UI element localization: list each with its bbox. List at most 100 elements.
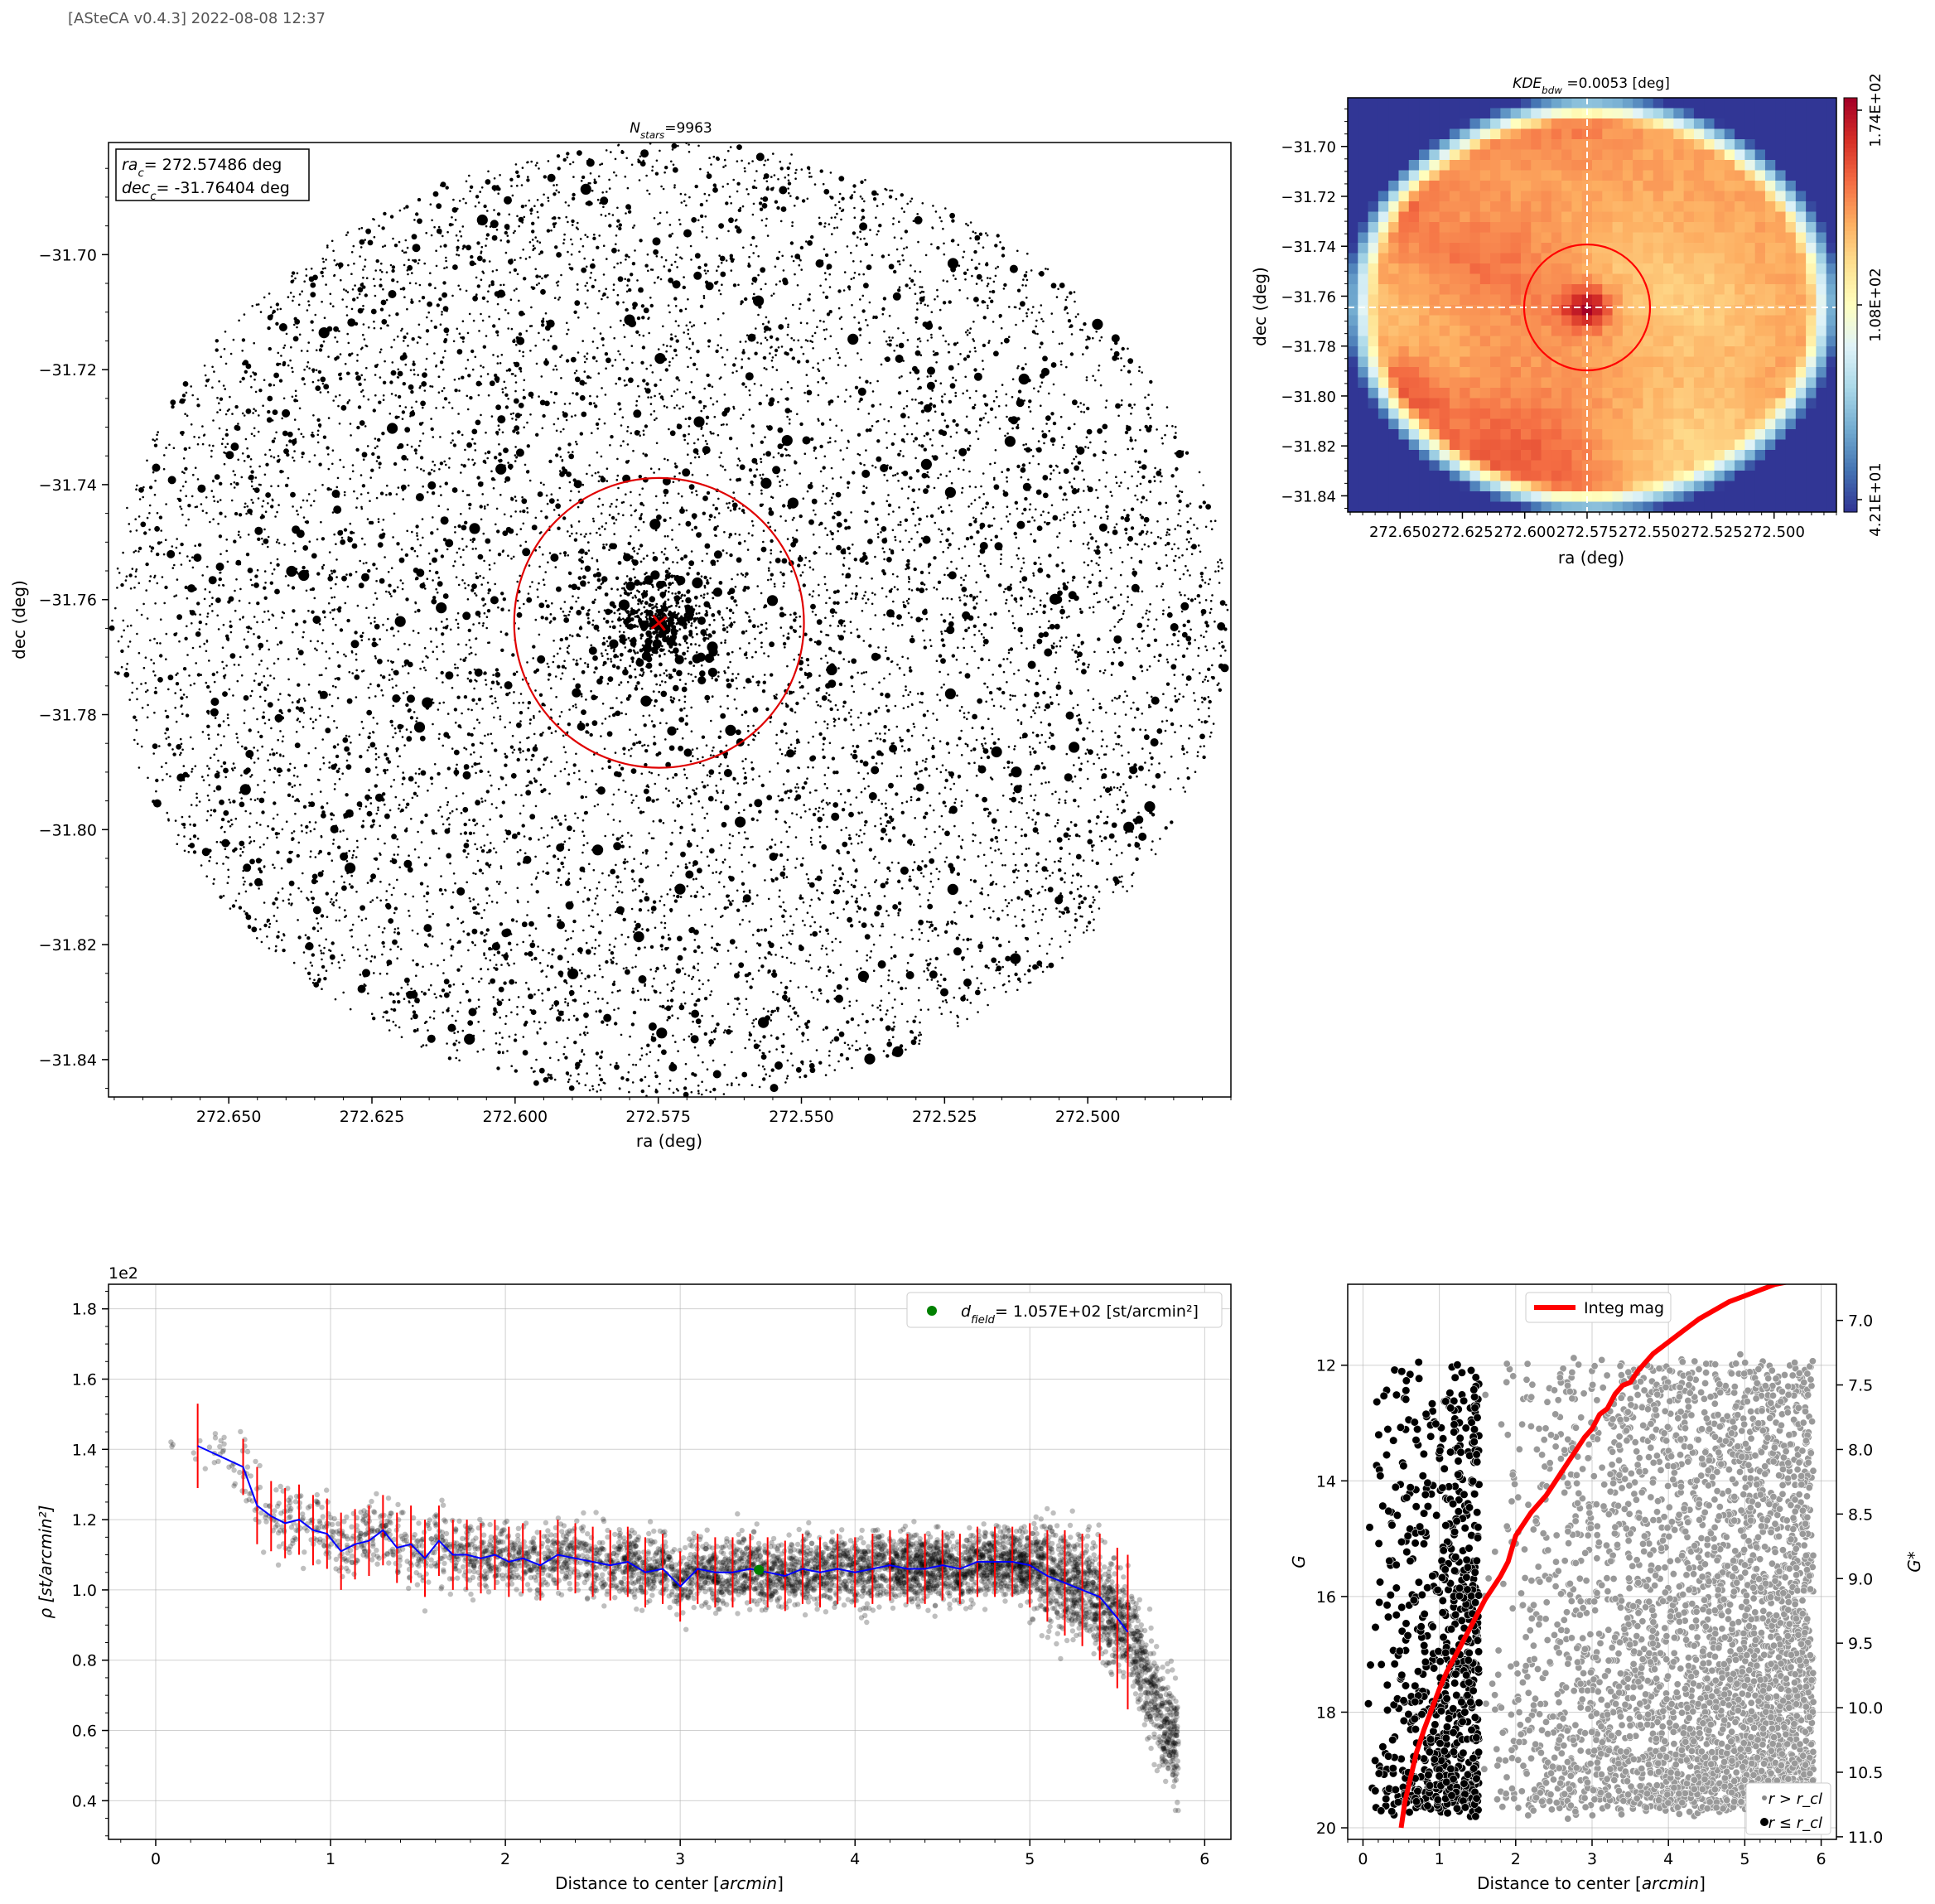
star-point [358,733,361,736]
star-point [1056,822,1059,824]
star-point [1055,693,1059,696]
star-point [973,372,982,381]
star-point [266,935,268,938]
star-point [476,718,479,721]
star-point [301,377,305,381]
star-point [1088,749,1093,755]
star-point [929,375,932,378]
star-point [239,801,245,808]
star-point [897,480,900,482]
star-point [458,200,461,202]
star-point [637,806,640,809]
star-point [499,922,504,926]
star-point [416,555,419,558]
star-point [1021,512,1024,515]
star-point [591,909,594,912]
star-point [851,895,853,898]
star-point [553,391,558,396]
star-point [232,769,234,771]
star-point [987,307,989,310]
star-point [900,986,904,991]
star-point [1040,733,1044,737]
star-point [885,789,888,792]
star-point [769,352,771,355]
star-point [435,629,438,631]
star-point [876,439,881,443]
star-point [965,222,968,225]
star-point [923,639,926,642]
star-point [146,516,149,519]
star-point [974,518,977,520]
star-point [888,673,891,675]
star-point [1170,820,1174,824]
star-point [829,1041,832,1044]
star-point [1090,536,1094,540]
star-point [581,709,586,715]
star-point [577,1082,581,1085]
star-point [645,382,649,386]
star-point [1013,597,1018,602]
star-point [553,1000,560,1006]
star-point [821,695,828,701]
star-point [338,906,341,909]
star-point [882,1050,885,1052]
star-point [875,732,877,735]
star-point [671,357,674,360]
star-point [1129,383,1132,386]
star-point [1194,597,1197,601]
star-point [638,516,643,520]
star-point [817,394,820,397]
star-point [397,394,402,399]
star-point [753,179,756,182]
star-point [748,389,750,392]
star-point [918,919,924,925]
star-point [407,273,409,276]
star-point [344,909,346,911]
star-point [944,207,947,210]
star-point [644,749,649,753]
star-point [660,185,663,188]
star-point [490,978,496,984]
star-point [679,256,682,259]
star-point [461,336,466,341]
star-point [373,326,376,330]
star-point [647,785,650,789]
star-point [456,674,459,677]
star-point [779,571,782,574]
star-point [918,987,920,989]
star-point [393,462,398,466]
star-point [1146,669,1149,671]
star-point [825,801,828,805]
star-point [408,1000,411,1003]
star-point [949,435,953,438]
star-point [753,1043,760,1050]
star-point [975,775,978,777]
star-point [938,528,940,531]
star-point [1011,566,1013,568]
star-point [859,723,862,727]
star-point [422,660,424,663]
star-point [495,880,499,883]
star-point [1164,433,1166,437]
star-point [736,997,740,1001]
star-point [302,951,306,954]
star-point [482,345,486,349]
star-point [604,394,607,396]
star-point [598,418,601,421]
star-point [202,779,205,781]
star-point [735,1076,738,1080]
star-point [666,345,668,347]
star-point [1048,620,1050,623]
star-point [1062,498,1064,501]
star-point [378,225,380,227]
star-point [475,911,479,916]
star-point [554,222,557,225]
star-point [720,713,726,719]
star-point [288,880,295,887]
star-point [427,283,432,287]
star-point [948,365,954,371]
star-point [302,620,306,624]
star-point [623,336,626,339]
star-point [559,607,562,610]
star-point [620,319,622,322]
